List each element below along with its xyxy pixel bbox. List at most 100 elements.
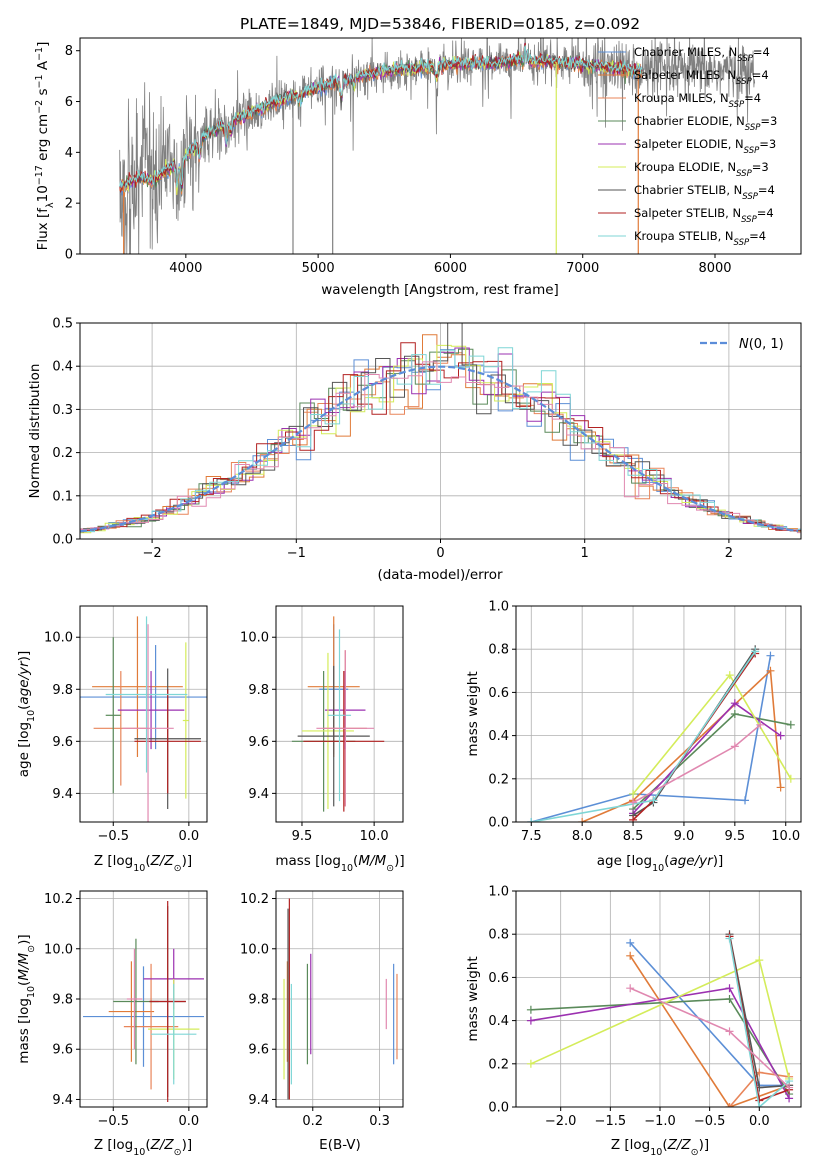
mass-weight-vs-age-plot-area (527, 645, 795, 822)
mass-weight-vs-Z-ytick-label: 0.4 (488, 1014, 509, 1029)
mass-vs-ebv-ytick-label: 9.4 (248, 1093, 269, 1108)
age-vs-Z-frame (79, 605, 208, 823)
mass-vs-Z-xtick-label: −0.5 (97, 1114, 129, 1129)
spectrum-frame (79, 37, 802, 255)
mass-weight-vs-Z-ylabel: mass weight (465, 956, 481, 1041)
mass-weight-vs-Z-ytick-label: 0.6 (488, 971, 509, 986)
mass-weight-vs-age-ytick-label: 0.6 (488, 686, 509, 701)
age-vs-Z-ytick-label: 9.4 (52, 787, 73, 802)
residual-histogram (80, 347, 801, 534)
residuals-xtick-label: 1 (581, 546, 589, 561)
mass-weight-vs-age-grid (516, 605, 801, 823)
mass-weight-vs-Z-marker (725, 1103, 734, 1107)
mass-weight-vs-age-marker (776, 731, 785, 740)
mass-vs-ebv-grid (276, 891, 403, 1107)
mass-vs-ebv-xlabel: E(B-V) (319, 1137, 361, 1153)
mass-weight-vs-Z-ytick-label: 0.8 (488, 928, 509, 943)
age-vs-mass-xlabel: mass [log10(M/M⊙)] (275, 853, 404, 874)
age-vs-Z-ytick-label: 10.0 (44, 631, 73, 646)
age-vs-Z-ytick-label: 9.8 (52, 683, 73, 698)
spectrum-ytick-label: 6 (65, 95, 73, 110)
legend-label: Chabrier STELIB, NSSP=4 (634, 183, 775, 202)
spectrum-xtick-label: 7000 (566, 261, 599, 276)
mass-vs-ebv-plot-area (283, 898, 398, 1100)
mass-weight-vs-age-marker (730, 710, 739, 718)
spectrum-ytick-label: 8 (65, 44, 73, 59)
panel-spectrum: 4000 5000 6000 7000 8000 0 2 4 6 8 wavelength [Ang… (34, 37, 802, 298)
mass-weight-vs-age-series-line (581, 669, 782, 822)
mass-weight-vs-age-xtick-label: 8.0 (572, 829, 593, 844)
mass-weight-vs-Z-xtick-label: −0.5 (694, 1114, 726, 1129)
mass-weight-vs-age-ytick-label: 0.2 (488, 772, 509, 787)
mass-weight-vs-Z-marker (526, 1059, 535, 1068)
spectrum-ylabel: Flux [fλ10−17 erg cm−2 s−1 A−1] (34, 42, 56, 251)
mass-weight-vs-Z-marker (626, 984, 635, 993)
residuals-ytick-label: 0.5 (52, 317, 73, 332)
mass-weight-vs-age-marker (756, 720, 765, 729)
mass-weight-vs-age-xtick-label: 10.0 (771, 829, 800, 844)
legend-label: Chabrier MILES, NSSP=4 (634, 45, 770, 64)
mass-weight-vs-age-marker (725, 671, 734, 680)
residuals-ytick-label: 0.0 (52, 533, 73, 548)
mass-weight-vs-Z-series-line (629, 955, 790, 1107)
mass-vs-Z-xtick-label: 0.0 (179, 1114, 200, 1129)
mass-vs-Z-ytick-label: 9.6 (52, 1043, 73, 1058)
age-vs-Z-plot-area (80, 616, 207, 822)
mass-weight-vs-Z-marker (725, 934, 734, 943)
age-vs-Z-xlabel: Z [log10(Z/Z⊙)] (94, 853, 192, 874)
panel-residuals: −2 −1 0 1 2 0.0 0.1 0.2 0.3 0.4 0.5 (data-model)/er… (27, 317, 802, 583)
residuals-ylabel: Normed distribution (27, 364, 43, 499)
mass-weight-vs-age-ytick-label: 0.0 (488, 816, 509, 831)
panel-mass-weight-vs-Z: −2.0 −1.5 −1.0 −0.5 0.0 0.0 0.2 0.4 0.6 0.8 1.0 Z [… (465, 885, 802, 1158)
residuals-ytick-label: 0.1 (52, 489, 73, 504)
mass-vs-Z-xlabel: Z [log10(Z/Z⊙)] (94, 1137, 192, 1158)
mass-weight-vs-age-xtick-label: 9.5 (724, 829, 745, 844)
mass-weight-vs-age-marker (751, 647, 760, 656)
spectrum-legend: Chabrier MILES, NSSP=4 Salpeter MILES, NS… (598, 45, 777, 248)
mass-vs-ebv-xtick-label: 0.2 (302, 1114, 323, 1129)
mass-vs-Z-ylabel: mass [log10(M/M⊙)] (16, 934, 37, 1063)
spectrum-ytick-label: 2 (65, 197, 73, 212)
mass-weight-vs-age-marker (730, 742, 739, 751)
mass-weight-vs-age-marker (766, 651, 775, 660)
mass-weight-vs-Z-marker (785, 1094, 794, 1103)
residuals-legend: N(0, 1) (700, 337, 784, 352)
residuals-ytick-label: 0.4 (52, 360, 73, 375)
mass-vs-ebv-ytick-label: 10.0 (240, 942, 269, 957)
legend-label: Salpeter STELIB, NSSP=4 (634, 206, 774, 225)
spectrum-xtick-label: 5000 (302, 261, 335, 276)
residual-histogram (80, 323, 801, 532)
mass-weight-vs-Z-marker (755, 956, 764, 965)
spectrum-ytick-label: 0 (65, 248, 73, 263)
age-vs-Z-ylabel: age [log10(age/yr)] (16, 651, 37, 777)
mass-weight-vs-age-series-line (531, 655, 772, 822)
residual-histogram (80, 347, 801, 534)
mass-weight-vs-Z-ytick-label: 1.0 (488, 885, 509, 900)
spectrum-plot-area (119, 38, 756, 254)
mass-weight-vs-age-ylabel: mass weight (465, 671, 481, 756)
age-vs-mass-xtick-label: 10.0 (360, 829, 389, 844)
mass-weight-vs-age-xtick-label: 8.5 (623, 829, 644, 844)
spectrum-ytick-label: 4 (65, 146, 73, 161)
mass-weight-vs-age-ytick-label: 0.4 (488, 729, 509, 744)
mass-weight-vs-Z-marker (526, 1016, 535, 1025)
age-vs-mass-ytick-label: 9.6 (248, 735, 269, 750)
mass-weight-vs-Z-xlabel: Z [log10(Z/Z⊙)] (611, 1137, 709, 1158)
legend-label: N(0, 1) (739, 337, 784, 352)
spectrum-xtick-label: 8000 (698, 261, 731, 276)
mass-weight-vs-age-marker (629, 798, 638, 807)
spectrum-model-line (119, 45, 643, 193)
mass-weight-vs-age-marker (578, 818, 587, 822)
mass-vs-Z-grid (80, 891, 207, 1107)
spectrum-xlabel: wavelength [Angstrom, rest frame] (321, 282, 559, 298)
residuals-plot-area (80, 323, 801, 534)
age-vs-Z-xtick-label: 0.0 (179, 829, 200, 844)
age-vs-Z-ytick-label: 9.6 (52, 735, 73, 750)
residuals-xtick-label: −1 (287, 546, 306, 561)
mass-weight-vs-Z-xtick-label: 0.0 (749, 1114, 770, 1129)
age-vs-mass-ytick-label: 9.4 (248, 787, 269, 802)
mass-weight-vs-age-xtick-label: 7.5 (521, 829, 542, 844)
age-vs-Z-xtick-label: −0.5 (97, 829, 129, 844)
residuals-xtick-label: 0 (436, 546, 444, 561)
age-vs-mass-ytick-label: 9.8 (248, 683, 269, 698)
